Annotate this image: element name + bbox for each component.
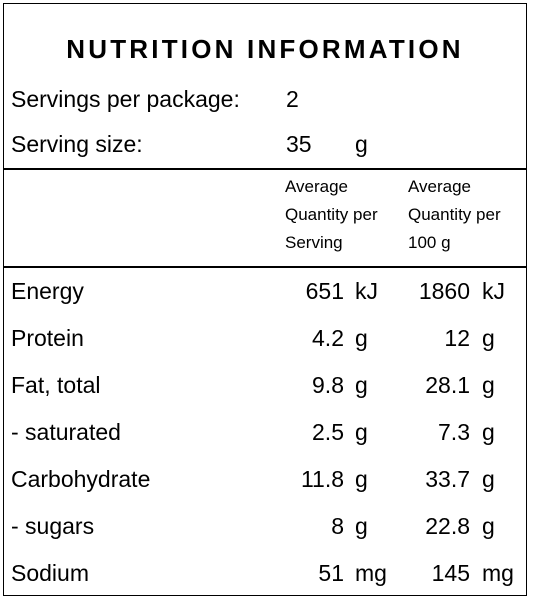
- serving-size-label: Serving size:: [11, 131, 143, 157]
- per-serving-unit: mg: [355, 560, 387, 586]
- per-100g-unit: mg: [482, 560, 514, 586]
- per-100g-value: 12: [444, 325, 470, 351]
- per-serving-unit: g: [355, 419, 368, 445]
- nutrient-row: Protein 4.2 g 12 g: [4, 323, 526, 353]
- per-serving-value: 9.8: [312, 372, 344, 398]
- header-per-100g-line: Quantity per: [408, 205, 501, 224]
- servings-label: Servings per package:: [11, 86, 240, 112]
- per-100g-value: 1860: [418, 278, 470, 304]
- per-serving-value: 651: [305, 278, 344, 304]
- per-100g-value: 7.3: [438, 419, 470, 445]
- header-per-100g: Average Quantity per 100 g: [408, 173, 501, 257]
- panel-title: NUTRITION INFORMATION: [66, 34, 464, 64]
- nutrient-row: Sodium 51 mg 145 mg: [4, 558, 526, 588]
- per-serving-unit: g: [355, 513, 368, 539]
- per-serving-unit: kJ: [355, 278, 378, 304]
- nutrient-name: Fat, total: [11, 372, 101, 398]
- per-serving-unit: g: [355, 466, 368, 492]
- header-per-serving-line: Serving: [285, 233, 343, 252]
- per-serving-value: 4.2: [312, 325, 344, 351]
- per-100g-value: 28.1: [425, 372, 470, 398]
- nutrient-row: - sugars 8 g 22.8 g: [4, 511, 526, 541]
- nutrient-name: Protein: [11, 325, 84, 351]
- nutrient-name: - sugars: [11, 513, 95, 539]
- nutrient-name: Carbohydrate: [11, 466, 151, 492]
- per-100g-unit: kJ: [482, 278, 505, 304]
- per-100g-value: 22.8: [425, 513, 470, 539]
- nutrient-name: - saturated: [11, 419, 121, 445]
- servings-value: 2: [286, 86, 299, 112]
- per-serving-value: 51: [318, 560, 344, 586]
- nutrition-panel: NUTRITION INFORMATION Servings per packa…: [3, 3, 527, 596]
- per-100g-value: 33.7: [425, 466, 470, 492]
- header-per-100g-line: Average: [408, 177, 472, 196]
- divider-header: [4, 266, 526, 268]
- per-100g-value: 145: [431, 560, 470, 586]
- nutrient-row: Carbohydrate 11.8 g 33.7 g: [4, 464, 526, 494]
- nutrient-name: Sodium: [11, 560, 89, 586]
- nutrient-row: Fat, total 9.8 g 28.1 g: [4, 370, 526, 400]
- per-serving-value: 8: [331, 513, 344, 539]
- header-per-serving-line: Quantity per: [285, 205, 378, 224]
- per-100g-unit: g: [482, 325, 495, 351]
- header-per-serving-line: Average: [285, 177, 349, 196]
- divider-top: [4, 168, 526, 170]
- per-serving-unit: g: [355, 325, 368, 351]
- header-per-serving: Average Quantity per Serving: [285, 173, 378, 257]
- nutrient-name: Energy: [11, 278, 84, 304]
- per-serving-value: 2.5: [312, 419, 344, 445]
- per-serving-value: 11.8: [300, 466, 344, 492]
- per-100g-unit: g: [482, 513, 495, 539]
- nutrient-row: - saturated 2.5 g 7.3 g: [4, 417, 526, 447]
- per-100g-unit: g: [482, 466, 495, 492]
- per-serving-unit: g: [355, 372, 368, 398]
- serving-size-unit: g: [355, 131, 368, 157]
- header-per-100g-line: 100 g: [408, 233, 451, 252]
- serving-size-value: 35: [286, 131, 312, 157]
- per-100g-unit: g: [482, 419, 495, 445]
- nutrient-row: Energy 651 kJ 1860 kJ: [4, 276, 526, 306]
- per-100g-unit: g: [482, 372, 495, 398]
